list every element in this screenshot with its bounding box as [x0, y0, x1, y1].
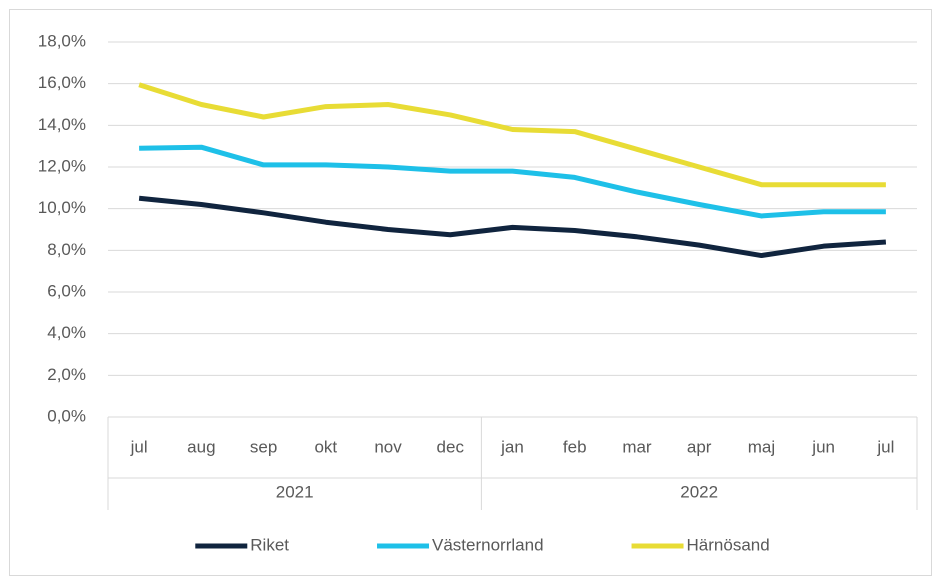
x-tick-label: jun: [811, 437, 835, 456]
legend-label: Riket: [250, 535, 289, 554]
y-tick-label: 0,0%: [47, 406, 86, 425]
y-tick-label: 2,0%: [47, 365, 86, 384]
series-line: [139, 144, 886, 219]
y-tick-label: 8,0%: [47, 240, 86, 259]
x-tick-label: okt: [314, 437, 337, 456]
y-tick-label: 16,0%: [38, 73, 86, 92]
legend-label: Västernorrland: [432, 535, 544, 554]
x-tick-label: aug: [187, 437, 215, 456]
x-tick-label: feb: [563, 437, 587, 456]
y-tick-label: 10,0%: [38, 198, 86, 217]
x-tick-label: sep: [250, 437, 277, 456]
y-tick-label: 12,0%: [38, 156, 86, 175]
y-tick-label: 6,0%: [47, 281, 86, 300]
y-tick-label: 18,0%: [38, 31, 86, 50]
y-tick-label: 4,0%: [47, 323, 86, 342]
x-tick-label: mar: [622, 437, 652, 456]
x-tick-label: maj: [748, 437, 775, 456]
group-label: 2022: [680, 482, 718, 501]
group-label: 2021: [276, 482, 314, 501]
legend-label: Härnösand: [687, 535, 770, 554]
y-tick-label: 14,0%: [38, 115, 86, 134]
series-line: [138, 195, 887, 259]
x-tick-label: apr: [687, 437, 712, 456]
x-tick-label: jan: [500, 437, 524, 456]
series-line: [138, 82, 886, 188]
x-tick-label: jul: [876, 437, 894, 456]
x-tick-label: nov: [374, 437, 402, 456]
x-tick-label: jul: [130, 437, 148, 456]
x-tick-label: dec: [437, 437, 465, 456]
